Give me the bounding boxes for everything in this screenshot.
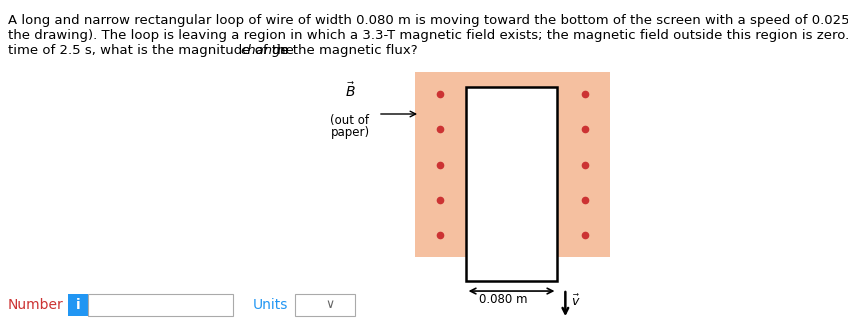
Bar (466, 87, 557, 281)
Text: 0.080 m: 0.080 m (479, 293, 527, 306)
Text: paper): paper) (331, 126, 370, 139)
Text: Number: Number (8, 298, 64, 312)
Text: Units: Units (253, 298, 288, 312)
Text: the drawing). The loop is leaving a region in which a 3.3-T magnetic field exist: the drawing). The loop is leaving a regi… (8, 29, 848, 42)
Text: $\vec{B}$: $\vec{B}$ (344, 81, 355, 100)
Bar (88, 294, 233, 316)
Text: $\vec{v}$: $\vec{v}$ (572, 294, 581, 309)
Bar (415, 72, 610, 257)
Text: i: i (75, 298, 81, 312)
Text: ∨: ∨ (326, 298, 335, 312)
Text: change: change (240, 44, 289, 57)
Text: in the magnetic flux?: in the magnetic flux? (272, 44, 417, 57)
Bar (68, 294, 88, 316)
Text: A long and narrow rectangular loop of wire of width 0.080 m is moving toward the: A long and narrow rectangular loop of wi… (8, 14, 848, 27)
Text: time of 2.5 s, what is the magnitude of the: time of 2.5 s, what is the magnitude of … (8, 44, 298, 57)
Bar (295, 294, 355, 316)
Text: (out of: (out of (331, 114, 370, 127)
